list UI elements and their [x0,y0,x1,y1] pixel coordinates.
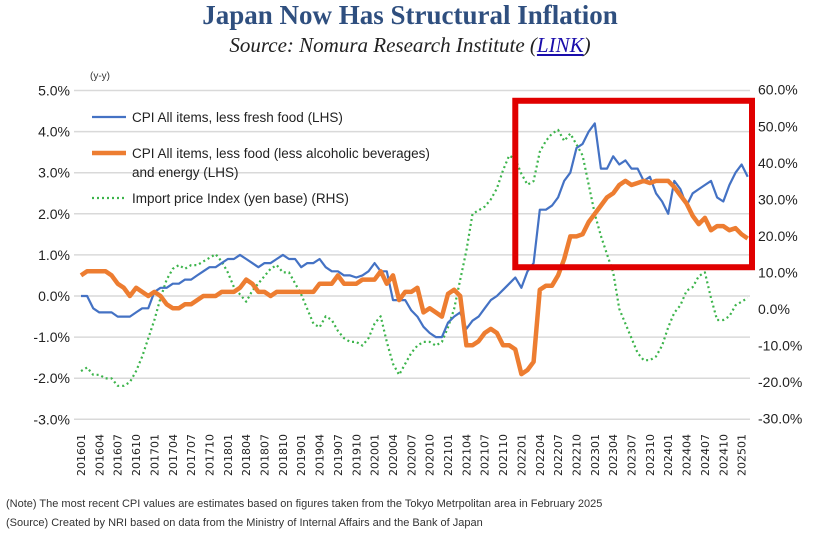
x-tick-label: 201707 [185,434,198,476]
y-right-tick-label: 30.0% [758,191,798,207]
subtitle-prefix: Source: Nomura Research Institute ( [229,33,537,57]
x-tick-label: 201901 [295,434,308,476]
x-tick-label: 202201 [515,434,528,476]
x-tick-label: 201610 [130,434,143,476]
x-tick-label: 202110 [497,434,510,476]
chart-subtitle: Source: Nomura Research Institute (LINK) [0,33,820,58]
x-tick-label: 202310 [644,434,657,476]
chart-title: Japan Now Has Structural Inflation [202,0,618,30]
legend-label: CPI All items, less food (less alcoholic… [132,146,430,161]
x-tick-label: 201704 [167,434,180,476]
y-right-tick-label: -20.0% [758,374,802,390]
x-tick-label: 201607 [112,434,125,476]
x-tick-label: 202007 [405,434,418,476]
x-tick-label: 202304 [607,434,620,476]
x-tick-label: 202501 [736,434,749,476]
x-tick-label: 202407 [699,434,712,476]
y-right-tick-label: 0.0% [758,301,790,317]
x-tick-label: 202210 [570,434,583,476]
y-left-tick-label: 5.0% [38,83,70,99]
y-right-tick-label: 50.0% [758,118,798,134]
legend-label: Import price Index (yen base) (RHS) [132,191,349,206]
x-tick-label: 202010 [424,434,437,476]
y-right-tick-label: 20.0% [758,228,798,244]
y-right-tick-label: 40.0% [758,155,798,171]
series-line-2 [80,128,749,387]
x-tick-label: 202307 [626,434,639,476]
note-text: (Note) The most recent CPI values are es… [6,498,603,510]
y-left-tick-label: 3.0% [38,165,70,181]
y-left-tick-label: 1.0% [38,247,70,263]
x-tick-label: 202401 [662,434,675,476]
x-tick-label: 201604 [93,434,106,476]
y-right-tick-label: 60.0% [758,82,798,98]
y-right-tick-label: -10.0% [758,338,802,354]
y-right-tick-label: 10.0% [758,264,798,280]
x-tick-label: 202207 [552,434,565,476]
x-tick-label: 201810 [277,434,290,476]
x-tick-label: 202410 [717,434,730,476]
y-left-tick-label: 0.0% [38,288,70,304]
x-tick-label: 201907 [332,434,345,476]
y-right-tick-label: -30.0% [758,411,802,427]
legend-label: and energy (LHS) [132,165,239,180]
source-link[interactable]: LINK [536,33,584,57]
x-tick-label: 201904 [314,434,327,476]
y-left-tick-label: -3.0% [33,411,70,427]
y-left-tick-label: -1.0% [33,329,70,345]
highlight-box [512,97,755,271]
x-tick-label: 201801 [222,434,235,476]
x-tick-label: 201807 [259,434,272,476]
x-tick-label: 202301 [589,434,602,476]
x-tick-label: 202001 [369,434,382,476]
y-left-tick-label: -2.0% [33,370,70,386]
x-tick-label: 202404 [681,434,694,476]
series-line-0 [81,122,749,339]
subtitle-suffix: ) [583,33,591,57]
x-tick-label: 201910 [350,434,363,476]
x-tick-label: 202204 [534,434,547,476]
x-tick-label: 201701 [148,434,161,476]
y-left-tick-label: 4.0% [38,124,70,140]
source-text: (Source) Created by NRI based on data fr… [6,517,483,529]
x-tick-label: 202107 [479,434,492,476]
series-line-1 [79,178,749,377]
x-tick-label: 201710 [203,434,216,476]
x-tick-label: 201601 [75,434,88,476]
x-tick-label: 202101 [442,434,455,476]
x-tick-label: 201804 [240,434,253,476]
x-tick-label: 202004 [387,434,400,476]
y-left-tick-label: 2.0% [38,206,70,222]
unit-label: (y-y) [90,71,110,82]
legend-label: CPI All items, less fresh food (LHS) [132,110,343,125]
x-tick-label: 202104 [460,434,473,476]
